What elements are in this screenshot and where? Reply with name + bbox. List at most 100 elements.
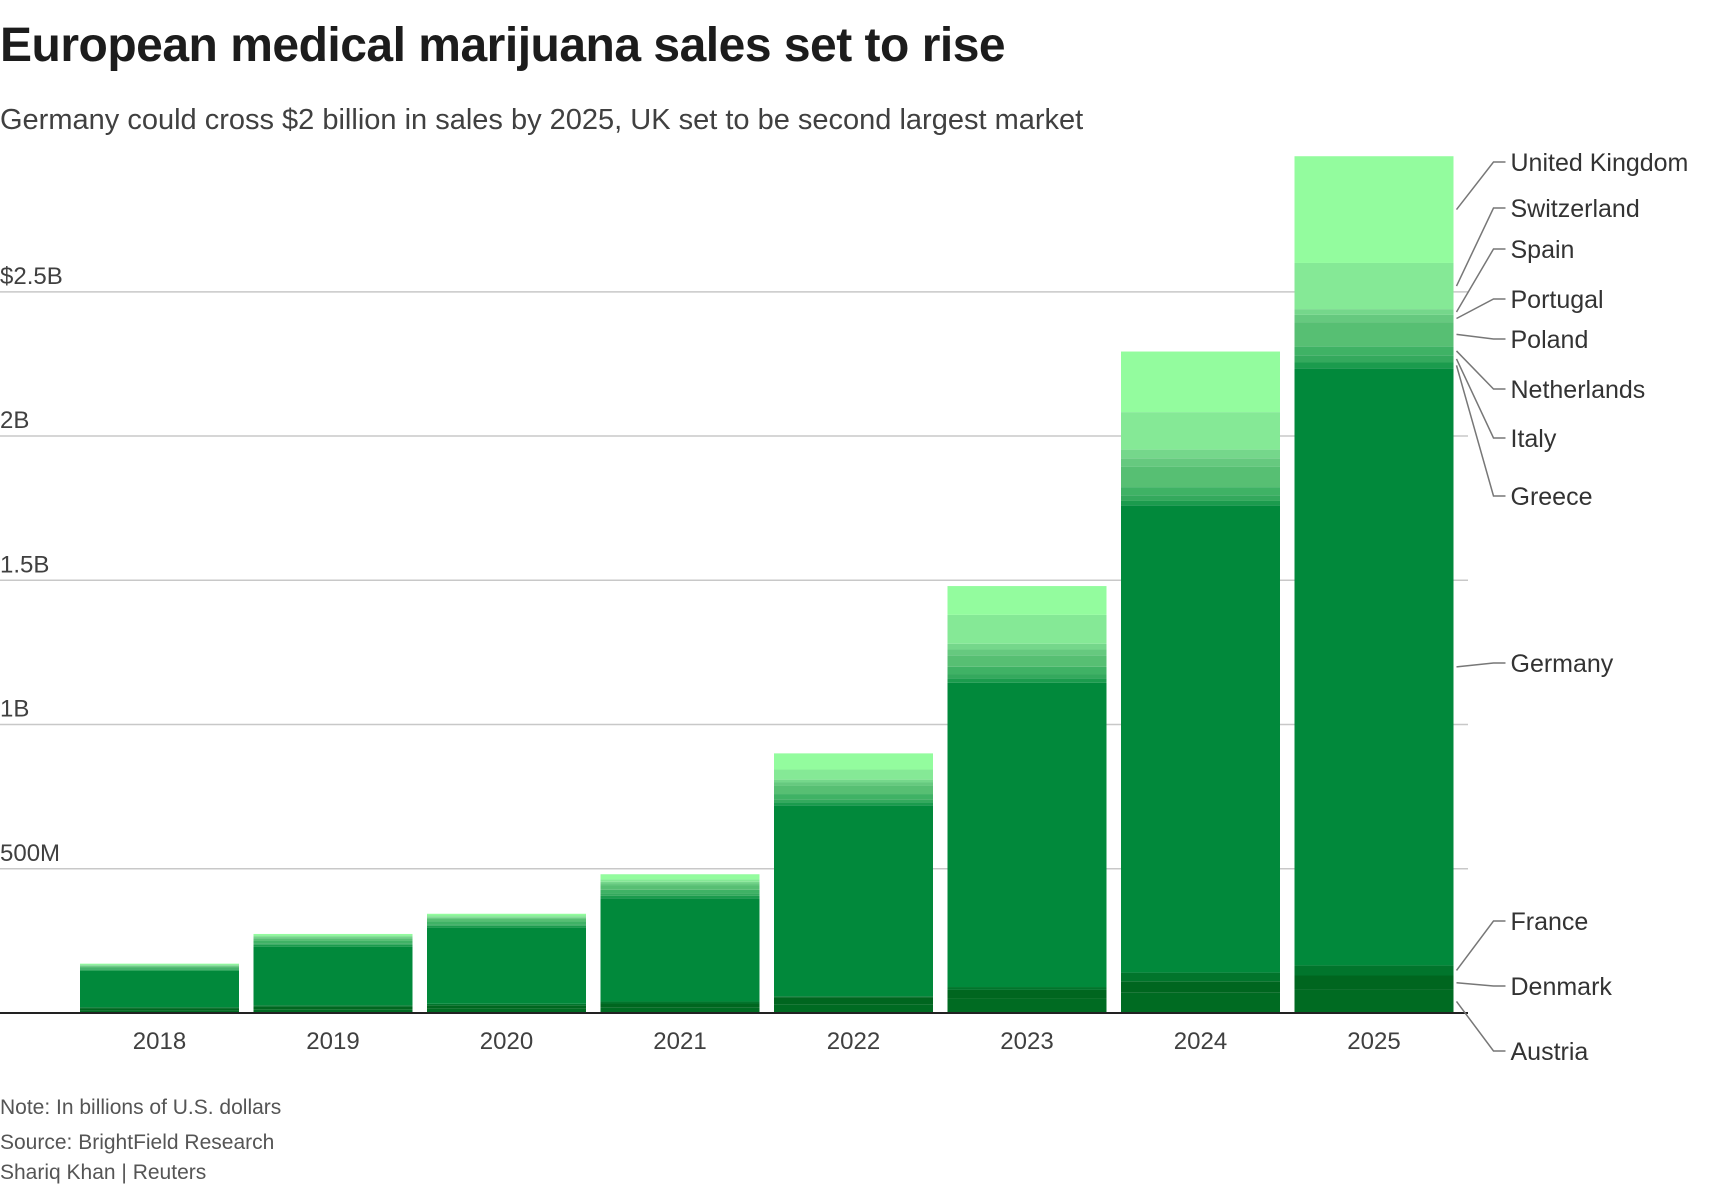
- bar-segment-germany-2018: [80, 970, 239, 1008]
- bar-segment-denmark-2022: [774, 997, 933, 1005]
- y-tick-label: $2.5B: [0, 263, 63, 290]
- leader-line-united-kingdom: [1455, 161, 1506, 211]
- bar-segment-italy-2022: [774, 799, 933, 803]
- bar-segment-netherlands-2019: [253, 940, 413, 944]
- bar-segment-poland-2019: [253, 938, 413, 941]
- leader-line-portugal: [1456, 298, 1506, 320]
- axes: 2018 2019 2020 2021 2022 2023 2024 2025: [0, 1012, 1468, 1055]
- bar-segment-germany-2025: [1294, 368, 1454, 966]
- bar-segment-portugal-2020: [427, 917, 586, 919]
- x-tick-label: 2022: [827, 1028, 880, 1055]
- bar-segment-portugal-2019: [253, 937, 413, 939]
- x-tick-label: 2025: [1347, 1028, 1400, 1055]
- x-tick-label: 2020: [480, 1028, 533, 1055]
- bar-segment-denmark-2019: [253, 1006, 413, 1010]
- bar-segment-italy-2024: [1121, 495, 1280, 501]
- bar-segment-greece-2025: [1294, 362, 1454, 369]
- leader-line-austria: [1455, 1001, 1506, 1052]
- bar-segment-germany-2024: [1121, 505, 1280, 973]
- bar-segment-denmark-2021: [600, 1003, 760, 1008]
- bar-segment-poland-2025: [1294, 322, 1454, 347]
- series-label-france: France: [1511, 908, 1589, 936]
- bar-segment-austria-2025: [1294, 989, 1454, 1013]
- bar-segment-france-2020: [427, 1003, 586, 1006]
- bar-segment-portugal-2018: [80, 965, 239, 967]
- bar-segment-netherlands-2020: [427, 921, 586, 925]
- bar-segment-switzerland-2024: [1121, 412, 1280, 450]
- bar-segment-portugal-2025: [1294, 314, 1454, 323]
- footer-note: Note: In billions of U.S. dollars: [0, 1096, 282, 1119]
- bar-segment-poland-2023: [947, 655, 1107, 667]
- bar-segment-austria-2019: [253, 1009, 413, 1013]
- bar-segment-denmark-2023: [947, 989, 1107, 999]
- bar-segment-united-kingdom-2019: [253, 933, 413, 936]
- series-label-poland: Poland: [1511, 326, 1589, 354]
- chart-subtitle: Germany could cross $2 billion in sales …: [0, 104, 1084, 136]
- bar-segment-switzerland-2022: [774, 769, 933, 780]
- x-tick-label: 2019: [306, 1028, 359, 1055]
- bar-segment-germany-2022: [774, 805, 933, 997]
- bar-segment-austria-2020: [427, 1008, 586, 1013]
- bar-segment-spain-2020: [427, 916, 586, 918]
- bar-segment-poland-2020: [427, 918, 586, 922]
- y-tick-label: 500M: [0, 840, 60, 867]
- bar-segment-switzerland-2025: [1294, 262, 1454, 310]
- series-label-portugal: Portugal: [1511, 286, 1604, 314]
- bar-segment-poland-2024: [1121, 466, 1280, 488]
- leader-line-greece: [1455, 365, 1506, 497]
- bar-segment-poland-2018: [80, 966, 239, 968]
- bar-segment-netherlands-2023: [947, 666, 1107, 675]
- bar-segment-spain-2025: [1294, 309, 1454, 315]
- leader-line-denmark: [1456, 981, 1506, 987]
- bar-segment-france-2022: [774, 996, 933, 998]
- bar-segment-greece-2021: [600, 895, 760, 899]
- leader-line-france: [1455, 920, 1506, 971]
- chart-title: European medical marijuana sales set to …: [0, 19, 1006, 72]
- bar-segment-italy-2019: [253, 943, 413, 945]
- bar-segment-austria-2024: [1121, 992, 1280, 1013]
- bar-segment-italy-2020: [427, 924, 586, 926]
- x-tick-label: 2023: [1000, 1028, 1053, 1055]
- bar-segment-greece-2018: [80, 969, 239, 971]
- series-label-greece: Greece: [1511, 483, 1593, 511]
- bar-segment-united-kingdom-2021: [600, 874, 760, 880]
- bar-segment-switzerland-2020: [427, 915, 586, 917]
- bar-segment-netherlands-2021: [600, 889, 760, 894]
- series-label-austria: Austria: [1511, 1038, 1589, 1066]
- bar-segment-france-2019: [253, 1005, 413, 1007]
- leader-line-netherlands: [1455, 350, 1506, 390]
- bar-segment-portugal-2023: [947, 649, 1107, 656]
- bar-segment-austria-2018: [80, 1010, 239, 1013]
- bar-segment-spain-2019: [253, 936, 413, 938]
- series-label-netherlands: Netherlands: [1511, 376, 1646, 404]
- bar-segment-germany-2021: [600, 898, 760, 1002]
- bar-segment-netherlands-2018: [80, 967, 239, 969]
- x-tick-label: 2018: [133, 1028, 186, 1055]
- series-label-germany: Germany: [1511, 650, 1614, 678]
- bar-segment-switzerland-2021: [600, 879, 760, 882]
- bar-segment-switzerland-2018: [80, 964, 239, 966]
- bar-segment-germany-2023: [947, 682, 1107, 988]
- series-label-switzerland: Switzerland: [1511, 195, 1640, 223]
- x-tick-label: 2024: [1174, 1028, 1227, 1055]
- bar-segment-united-kingdom-2018: [80, 963, 239, 965]
- y-tick-label: 2B: [0, 407, 29, 434]
- bar-segment-switzerland-2019: [253, 935, 413, 937]
- footer-credit: Shariq Khan | Reuters: [0, 1161, 207, 1184]
- bar-segment-denmark-2018: [80, 1008, 239, 1011]
- bar-segment-denmark-2020: [427, 1005, 586, 1009]
- series-label-denmark: Denmark: [1511, 973, 1613, 1001]
- bar-segment-denmark-2025: [1294, 975, 1454, 990]
- leader-line-spain: [1455, 248, 1506, 313]
- bar-segment-spain-2018: [80, 965, 239, 966]
- bar-segment-poland-2021: [600, 885, 760, 890]
- bar-segment-united-kingdom-2023: [947, 586, 1107, 615]
- leader-line-poland: [1456, 333, 1506, 340]
- bar-segment-france-2021: [600, 1001, 760, 1004]
- bar-segment-france-2018: [80, 1007, 239, 1009]
- bar-segment-greece-2024: [1121, 500, 1280, 506]
- bar-segment-france-2024: [1121, 972, 1280, 982]
- bar-segment-greece-2023: [947, 678, 1107, 683]
- bar-segment-greece-2019: [253, 944, 413, 947]
